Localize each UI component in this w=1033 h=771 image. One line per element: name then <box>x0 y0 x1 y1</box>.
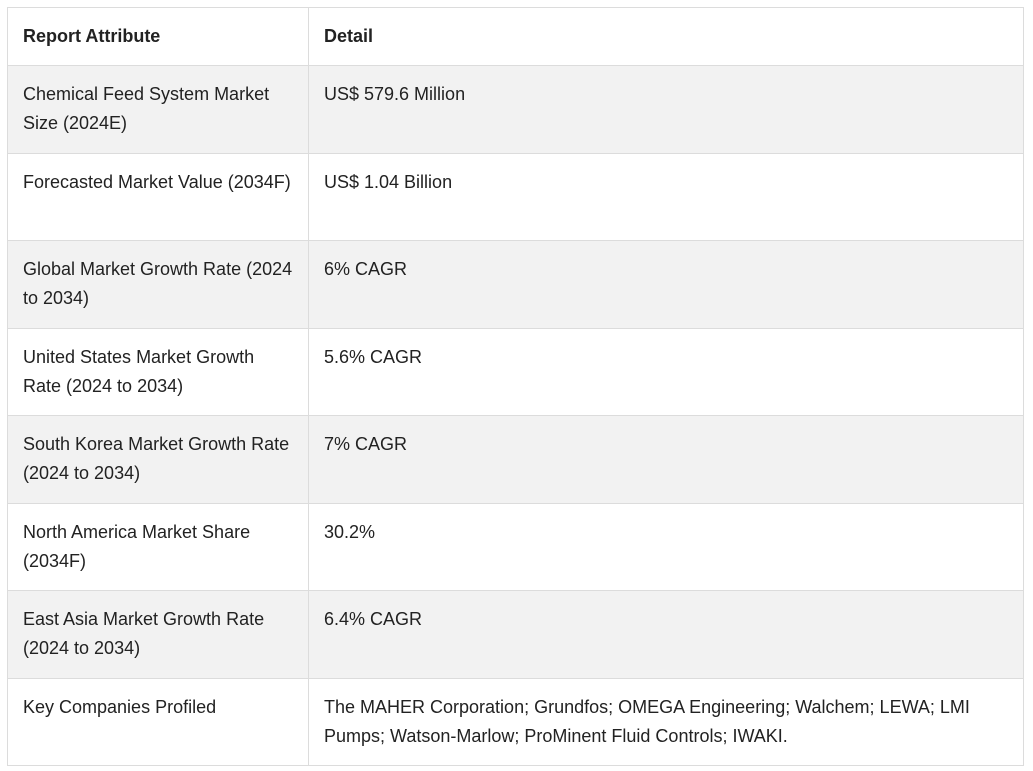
table-row: United States Market Growth Rate (2024 t… <box>7 327 1024 416</box>
report-attribute-table: Report Attribute Detail Chemical Feed Sy… <box>7 7 1024 766</box>
table-row: Global Market Growth Rate (2024 to 2034)… <box>7 240 1024 329</box>
attribute-cell: Key Companies Profiled <box>7 677 309 766</box>
attribute-cell: Forecasted Market Value (2034F) <box>7 152 309 241</box>
detail-cell: 7% CAGR <box>308 415 1024 504</box>
table-row: North America Market Share (2034F) 30.2% <box>7 502 1024 591</box>
attribute-cell: East Asia Market Growth Rate (2024 to 20… <box>7 590 309 679</box>
detail-cell: 6.4% CAGR <box>308 590 1024 679</box>
table-row: East Asia Market Growth Rate (2024 to 20… <box>7 590 1024 679</box>
table-header: Report Attribute Detail <box>7 7 1024 66</box>
header-detail: Detail <box>308 7 1024 66</box>
table-row: Chemical Feed System Market Size (2024E)… <box>7 65 1024 154</box>
detail-cell: US$ 579.6 Million <box>308 65 1024 154</box>
header-report-attribute: Report Attribute <box>7 7 309 66</box>
detail-cell: The MAHER Corporation; Grundfos; OMEGA E… <box>308 677 1024 766</box>
attribute-cell: South Korea Market Growth Rate (2024 to … <box>7 415 309 504</box>
detail-cell: US$ 1.04 Billion <box>308 152 1024 241</box>
table-row: Key Companies Profiled The MAHER Corpora… <box>7 677 1024 766</box>
attribute-cell: United States Market Growth Rate (2024 t… <box>7 327 309 416</box>
table-row: South Korea Market Growth Rate (2024 to … <box>7 415 1024 504</box>
table-row: Forecasted Market Value (2034F) US$ 1.04… <box>7 152 1024 241</box>
table-body: Chemical Feed System Market Size (2024E)… <box>7 65 1024 766</box>
attribute-cell: North America Market Share (2034F) <box>7 502 309 591</box>
attribute-cell: Global Market Growth Rate (2024 to 2034) <box>7 240 309 329</box>
detail-cell: 5.6% CAGR <box>308 327 1024 416</box>
detail-cell: 6% CAGR <box>308 240 1024 329</box>
detail-cell: 30.2% <box>308 502 1024 591</box>
header-row: Report Attribute Detail <box>7 7 1024 66</box>
attribute-cell: Chemical Feed System Market Size (2024E) <box>7 65 309 154</box>
